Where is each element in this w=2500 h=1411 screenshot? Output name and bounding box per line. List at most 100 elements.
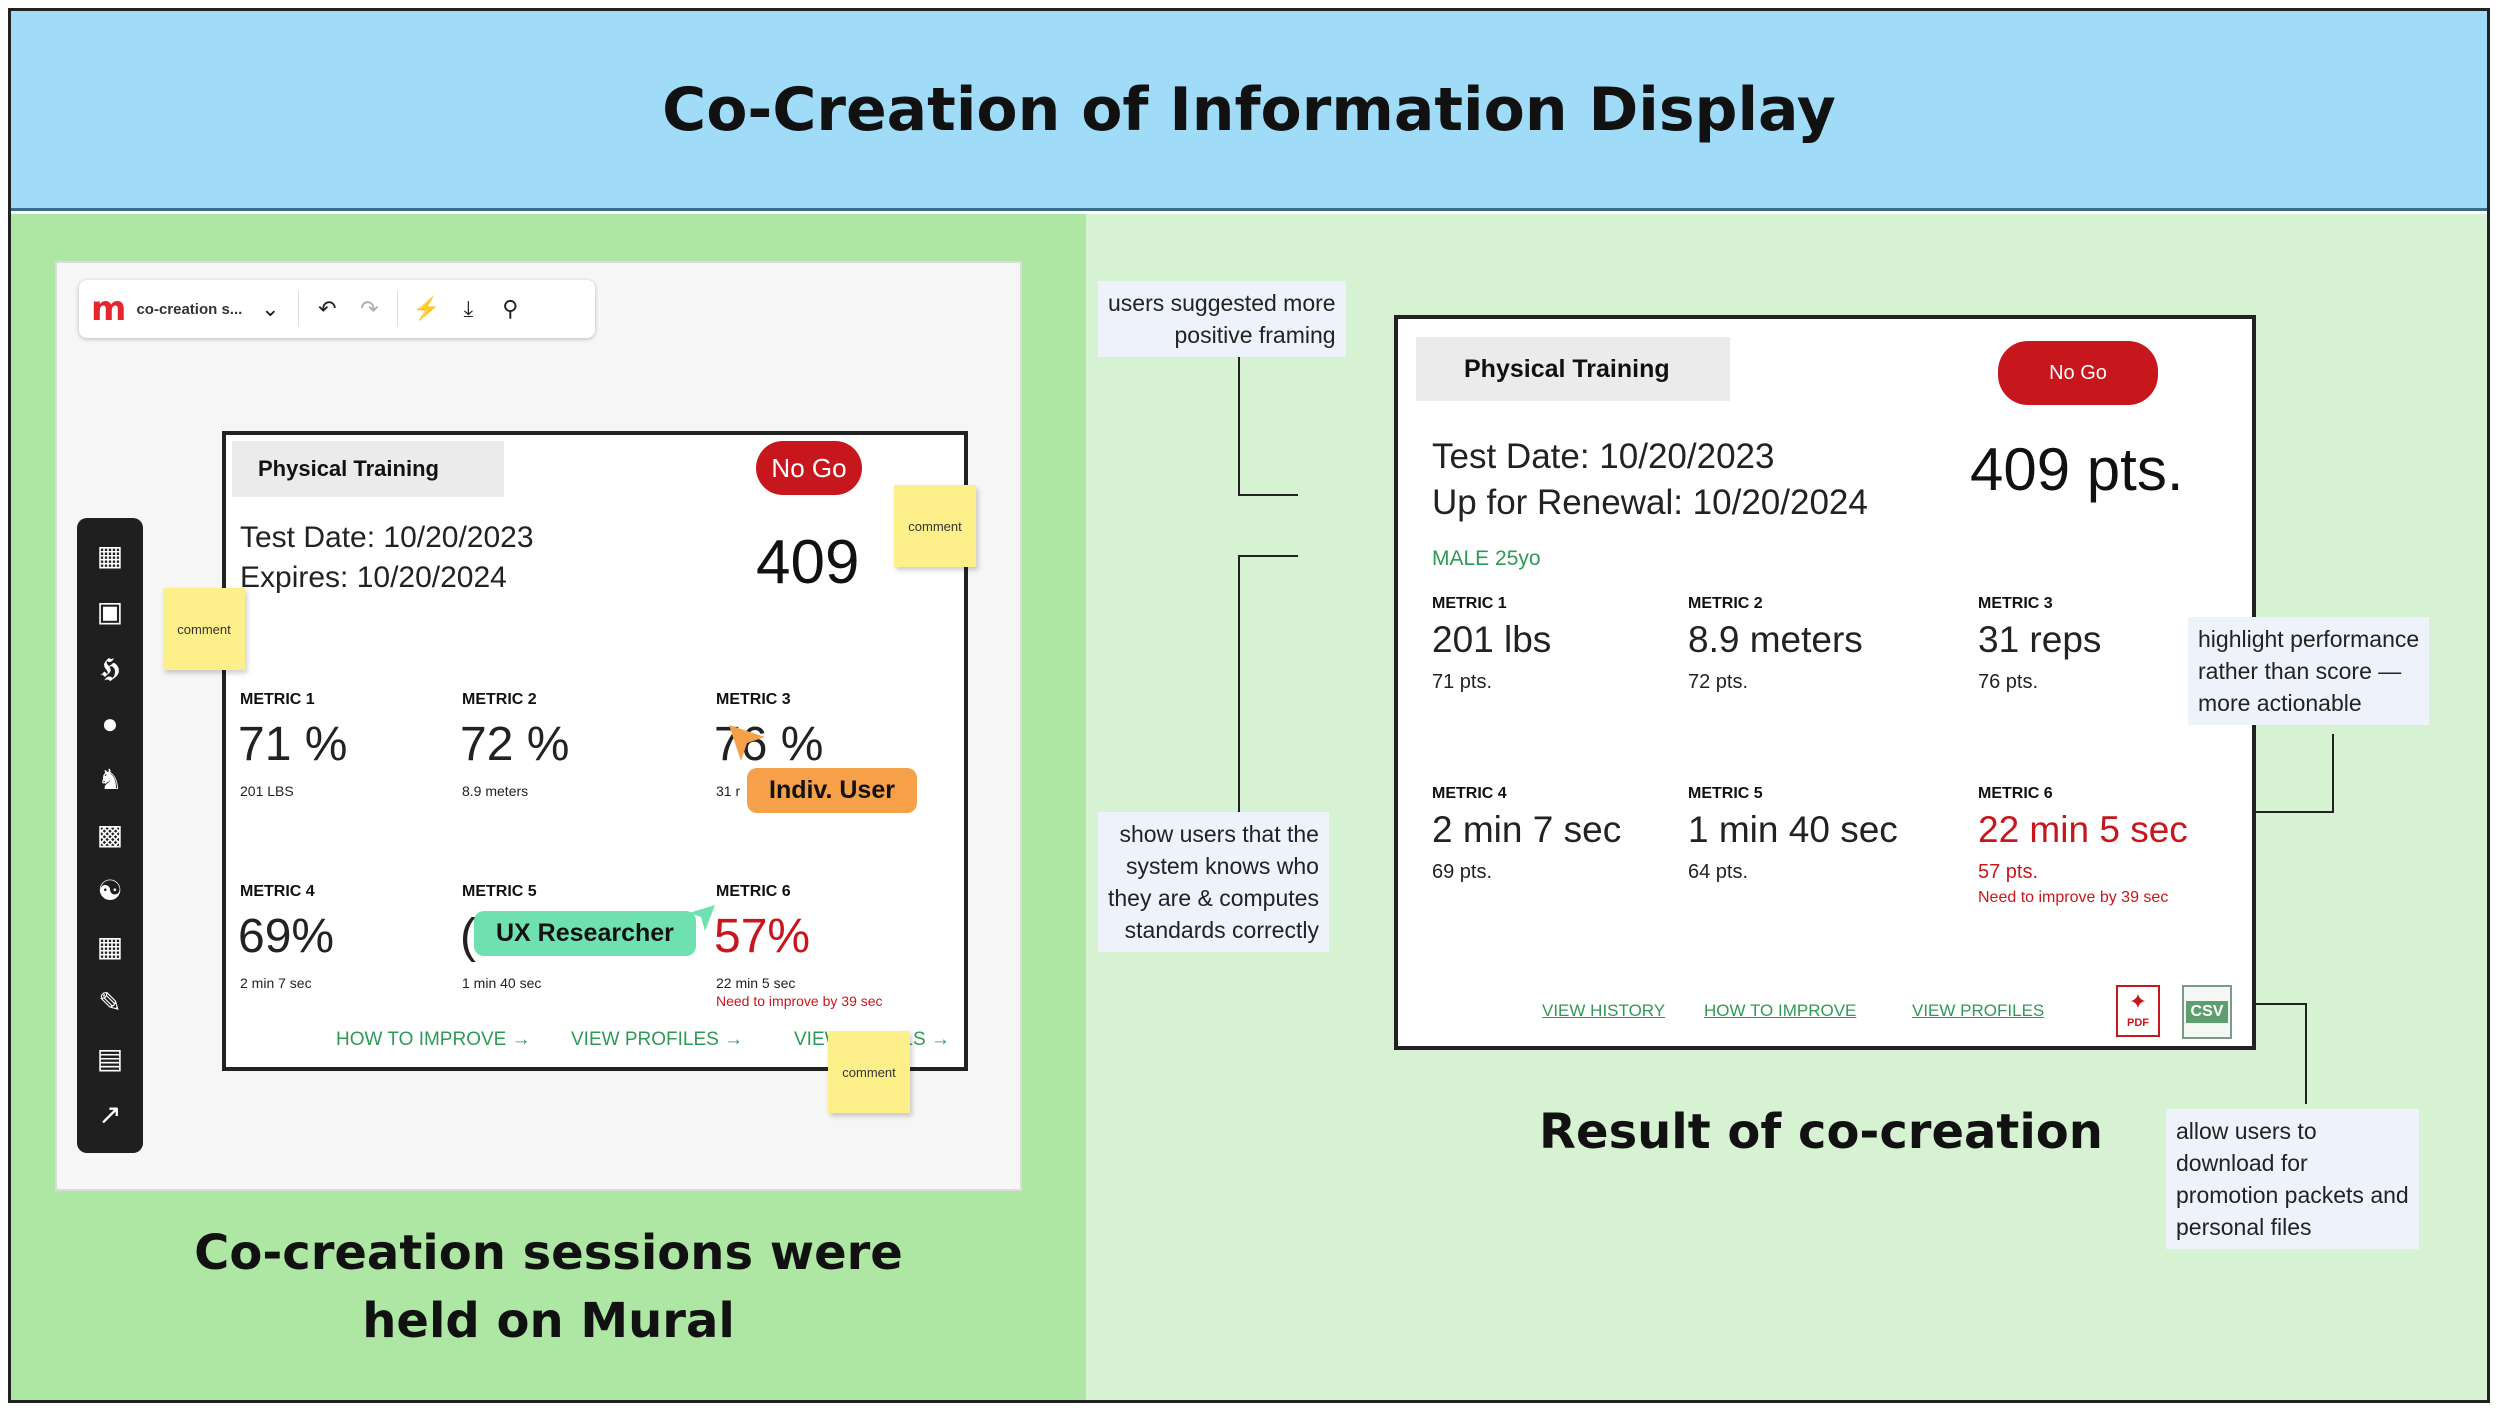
metric-value: ( — [460, 910, 476, 963]
result-dashboard-card: Physical Training No Go Test Date: 10/20… — [1394, 315, 2256, 1050]
annotation-line: personal files — [2176, 1214, 2312, 1240]
result-caption: Result of co-creation — [1539, 1104, 2103, 1160]
metric-detail: 2 min 7 sec — [240, 975, 312, 991]
view-history-link[interactable]: VIEW HISTORY — [1542, 1001, 1666, 1020]
chevron-down-icon[interactable]: ⌄ — [261, 296, 280, 321]
annotation-line: promotion packets and — [2176, 1182, 2409, 1208]
metric-detail: 22 min 5 sec — [716, 975, 796, 991]
metric-pts: 57 pts. — [1978, 861, 2039, 883]
pdf-symbol: ✦ — [2128, 989, 2148, 1014]
metric-value: 69% — [238, 910, 335, 963]
toolbar-divider — [298, 291, 300, 327]
metric-pts: 64 pts. — [1688, 861, 1749, 883]
metric-label: METRIC 1 — [1432, 595, 1507, 612]
metric-value: 72 % — [460, 718, 570, 771]
left-panel: m co-creation s... ⌄ ↶ ↷ ⚡ ⤓ ⚲ ▦ ▣ 𝕳 ● ♞… — [11, 214, 1086, 1400]
test-date: Test Date: 10/20/2023 — [1432, 437, 1775, 476]
metric-value: 31 reps — [1978, 619, 2102, 660]
metric-label: METRIC 5 — [1688, 785, 1763, 802]
metric-label: METRIC 2 — [462, 691, 537, 708]
metric-label: METRIC 3 — [1978, 595, 2053, 612]
pdf-label: PDF — [2127, 1017, 2149, 1029]
archive-icon[interactable]: ▤ — [96, 1043, 124, 1075]
annotation-line: download for — [2176, 1150, 2308, 1176]
animal-icon[interactable]: ♞ — [97, 763, 123, 795]
annotation-line: standards correctly — [1124, 917, 1319, 943]
how-to-improve-link[interactable]: HOW TO IMPROVE — [1704, 1001, 1857, 1020]
page-title: Co-Creation of Information Display — [662, 74, 1836, 145]
metric-pts: 71 pts. — [1432, 671, 1493, 693]
metric-value: 201 lbs — [1432, 619, 1552, 660]
csv-label: CSV — [2186, 1001, 2228, 1023]
mural-logo[interactable]: m — [91, 289, 126, 329]
metric-value: 8.9 meters — [1688, 619, 1863, 660]
left-caption: Co-creation sessions were held on Mural — [11, 1219, 1086, 1355]
annotation-line: users suggested more — [1108, 290, 1336, 316]
metric-detail: 1 min 40 sec — [462, 975, 542, 991]
metric-detail: 31 r — [716, 783, 741, 799]
mural-toolbar: m co-creation s... ⌄ ↶ ↷ ⚡ ⤓ ⚲ — [79, 280, 595, 338]
annotation-line: allow users to — [2176, 1118, 2317, 1144]
score: 409 pts. — [1970, 436, 2184, 503]
metric-label: METRIC 2 — [1688, 595, 1763, 612]
title-bar: Co-Creation of Information Display — [11, 11, 2487, 211]
metric-label: METRIC 6 — [1978, 785, 2053, 802]
caption-line: held on Mural — [362, 1293, 735, 1349]
slide-frame: Co-Creation of Information Display m co-… — [8, 8, 2490, 1403]
metric-label: METRIC 6 — [716, 883, 791, 900]
score: 409 — [756, 528, 860, 597]
csv-icon[interactable]: CSV — [2182, 985, 2232, 1039]
pdf-icon[interactable]: ✦ PDF — [2116, 985, 2160, 1037]
metric-pts: 69 pts. — [1432, 861, 1493, 883]
metric-value: 1 min 40 sec — [1688, 809, 1898, 850]
image-icon[interactable]: ▩ — [96, 819, 124, 851]
metric-label: METRIC 4 — [1432, 785, 1507, 802]
annotation-system-knows-user: show users that the system knows who the… — [1098, 812, 1329, 952]
view-profiles-link[interactable]: VIEW PROFILES → — [571, 1029, 744, 1050]
metric-note: Need to improve by 39 sec — [716, 993, 883, 1009]
sticky-note-icon[interactable]: ▣ — [96, 595, 124, 627]
undo-icon[interactable]: ↶ — [318, 296, 337, 321]
diagram-icon[interactable]: ☯ — [97, 875, 123, 907]
annotation-highlight-performance: highlight performance rather than score … — [2188, 617, 2430, 725]
export-icon[interactable]: ↗ — [98, 1099, 122, 1131]
mural-dashboard-card: Physical Training No Go Test Date: 10/20… — [222, 431, 968, 1071]
cursor-pointer-icon — [689, 905, 715, 931]
card-title: Physical Training — [232, 441, 504, 497]
annotation-line: show users that the — [1119, 821, 1319, 847]
cursor-tag-ux-researcher: UX Researcher — [474, 911, 696, 956]
mural-sidebar: ▦ ▣ 𝕳 ● ♞ ▩ ☯ ▦ ✎ ▤ ↗ — [77, 518, 143, 1153]
annotation-download: allow users to download for promotion pa… — [2166, 1109, 2419, 1249]
annotation-positive-framing: users suggested more positive framing — [1098, 281, 1346, 357]
metric-pts: 72 pts. — [1688, 671, 1749, 693]
metric-value: 2 min 7 sec — [1432, 809, 1622, 850]
metric-value: 22 min 5 sec — [1978, 809, 2188, 850]
how-to-improve-link[interactable]: HOW TO IMPROVE → — [336, 1029, 531, 1050]
comment-sticky[interactable]: comment — [163, 588, 245, 670]
download-icon[interactable]: ⤓ — [463, 296, 474, 321]
metric-detail: 8.9 meters — [462, 783, 529, 799]
board-name[interactable]: co-creation s... — [136, 300, 243, 318]
renewal-date: Up for Renewal: 10/20/2024 — [1432, 483, 1868, 522]
view-profiles-link[interactable]: VIEW PROFILES — [1912, 1001, 2045, 1020]
mural-screenshot: m co-creation s... ⌄ ↶ ↷ ⚡ ⤓ ⚲ ▦ ▣ 𝕳 ● ♞… — [55, 261, 1022, 1191]
lightning-icon[interactable]: ⚡ — [412, 296, 441, 321]
metric-label: METRIC 3 — [716, 691, 791, 708]
comment-sticky[interactable]: comment — [894, 485, 976, 567]
annotation-line: system knows who — [1125, 853, 1319, 879]
expires-date: Expires: 10/20/2024 — [240, 561, 507, 594]
demographic: MALE 25yo — [1432, 547, 1541, 570]
test-date: Test Date: 10/20/2023 — [240, 521, 534, 554]
layout-icon[interactable]: ▦ — [96, 539, 124, 571]
redo-icon[interactable]: ↷ — [360, 296, 379, 321]
metric-note: Need to improve by 39 sec — [1978, 889, 2169, 906]
text-icon[interactable]: 𝕳 — [100, 651, 120, 683]
search-icon[interactable]: ⚲ — [502, 296, 519, 321]
pen-icon[interactable]: ✎ — [98, 987, 122, 1019]
status-badge: No Go — [1998, 341, 2158, 405]
metric-pts: 76 pts. — [1978, 671, 2039, 693]
metric-value: 57% — [714, 910, 811, 963]
comment-sticky[interactable]: comment — [828, 1031, 910, 1113]
shapes-icon[interactable]: ● — [101, 707, 119, 739]
table-icon[interactable]: ▦ — [96, 931, 124, 963]
